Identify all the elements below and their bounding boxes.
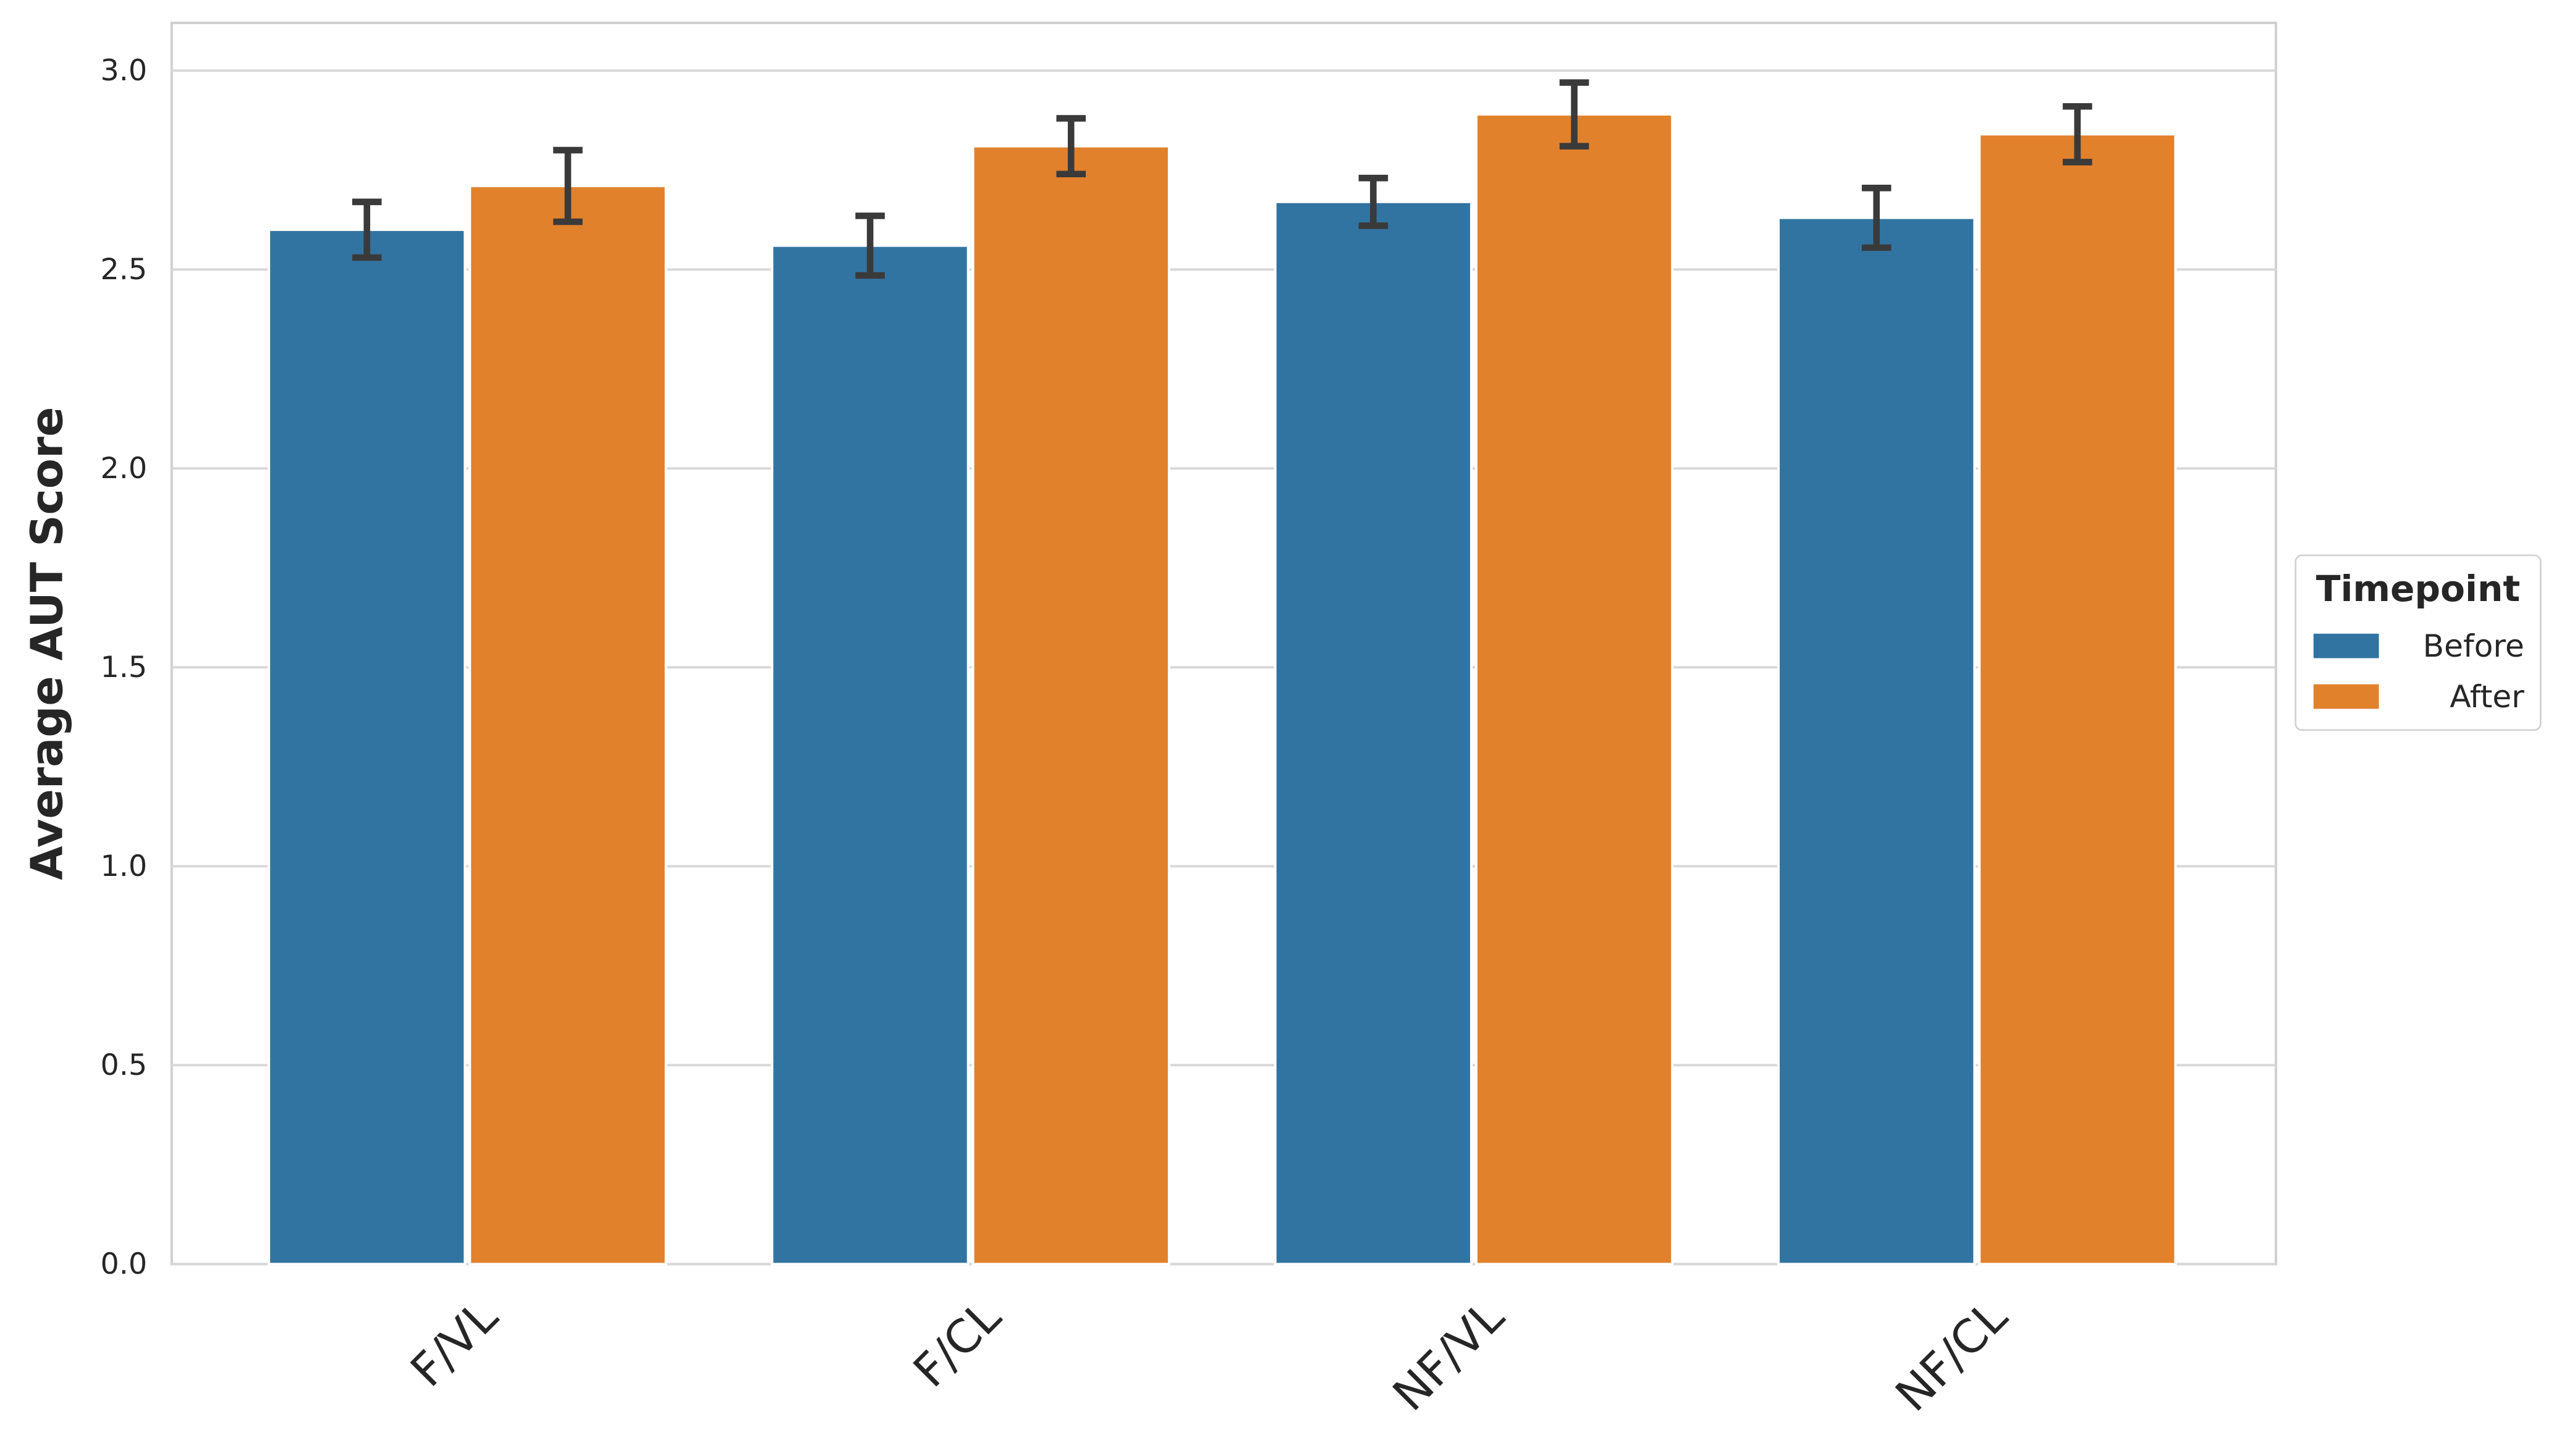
error-bar — [1861, 184, 1892, 251]
bar — [1978, 133, 2177, 1266]
x-tick-label: F/VL — [400, 1290, 508, 1397]
bar — [1777, 216, 1976, 1266]
error-bar — [1559, 79, 1589, 149]
y-tick-label: 0.0 — [101, 1247, 148, 1281]
y-tick-label: 1.0 — [101, 849, 148, 883]
y-tick-label: 2.5 — [101, 253, 148, 287]
x-tick-label: F/CL — [903, 1290, 1011, 1397]
y-tick-label: 1.5 — [101, 650, 148, 684]
error-bar — [553, 146, 583, 225]
x-tick-label: NF/CL — [1885, 1290, 2017, 1421]
bar — [1474, 113, 1674, 1266]
y-axis-label: Average AUT Score — [22, 407, 73, 880]
legend-label: Before — [2423, 628, 2524, 664]
legend-swatch — [2313, 684, 2379, 709]
legend-label: After — [2450, 678, 2524, 715]
bar — [971, 145, 1170, 1266]
y-tick-label: 3.0 — [101, 54, 148, 88]
error-bar — [855, 213, 885, 279]
error-bar — [1056, 115, 1086, 178]
legend-swatch — [2313, 633, 2379, 659]
bar — [268, 228, 467, 1266]
error-bar — [352, 198, 382, 261]
y-tick-label: 0.5 — [101, 1048, 148, 1082]
bar — [1274, 200, 1473, 1266]
x-tick-label: NF/VL — [1383, 1290, 1515, 1421]
error-bar — [2063, 103, 2092, 166]
error-bar — [1358, 174, 1389, 229]
y-tick-label: 2.0 — [101, 452, 148, 486]
bar — [771, 244, 970, 1266]
legend-title: Timepoint — [2316, 568, 2520, 610]
bar — [468, 185, 667, 1266]
